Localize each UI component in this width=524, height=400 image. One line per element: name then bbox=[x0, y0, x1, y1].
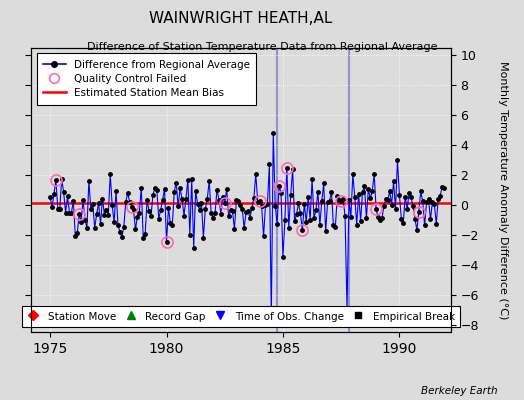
Y-axis label: Monthly Temperature Anomaly Difference (°C): Monthly Temperature Anomaly Difference (… bbox=[498, 61, 508, 319]
Text: Difference of Station Temperature Data from Regional Average: Difference of Station Temperature Data f… bbox=[87, 42, 437, 52]
Legend: Station Move, Record Gap, Time of Obs. Change, Empirical Break: Station Move, Record Gap, Time of Obs. C… bbox=[22, 306, 460, 327]
Title: WAINWRIGHT HEATH,AL: WAINWRIGHT HEATH,AL bbox=[149, 11, 333, 26]
Text: Berkeley Earth: Berkeley Earth bbox=[421, 386, 498, 396]
